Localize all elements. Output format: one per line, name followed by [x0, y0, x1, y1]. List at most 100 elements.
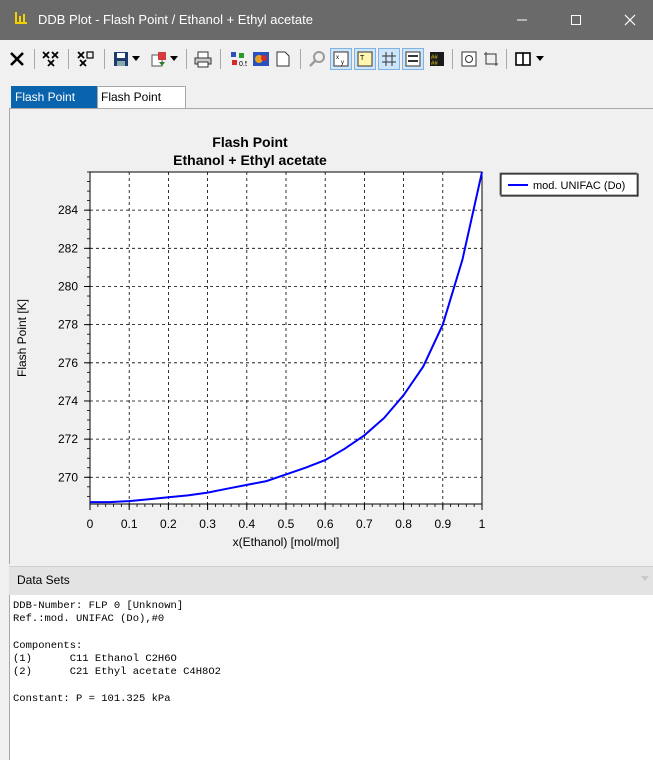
title-bar: DDB Plot - Flash Point / Ethanol + Ethyl…	[0, 0, 653, 40]
x-tick-label: 0.3	[199, 517, 216, 531]
save-button[interactable]	[110, 48, 132, 70]
window-title: DDB Plot - Flash Point / Ethanol + Ethyl…	[38, 12, 313, 27]
export-icon	[151, 52, 166, 67]
delete-button[interactable]	[6, 48, 28, 70]
frame-icon	[484, 52, 498, 66]
toolbar-separator	[452, 49, 453, 69]
xy-axes-icon: xy	[333, 51, 349, 67]
chevron-down-icon	[170, 56, 178, 61]
x-tick-label: 0.5	[278, 517, 295, 531]
export-dropdown[interactable]	[168, 48, 180, 70]
maximize-icon	[571, 15, 581, 25]
grid-lines	[90, 172, 482, 504]
save-dropdown[interactable]	[130, 48, 142, 70]
save-icon	[114, 52, 128, 66]
toolbar-separator	[68, 49, 69, 69]
y-tick-label: 280	[58, 279, 78, 293]
toolbar-separator	[104, 49, 105, 69]
minimize-icon	[517, 19, 527, 21]
minimize-button[interactable]	[499, 0, 545, 40]
legend-icon	[405, 51, 421, 67]
magnifier-icon	[309, 51, 325, 67]
x-axis-label: x(Ethanol) [mol/mol]	[233, 535, 340, 549]
data-sets-line: (2) C21 Ethyl acetate C4H8O2	[13, 666, 221, 679]
x-tick-label: 0.7	[356, 517, 373, 531]
data-sets-line: (1) C11 Ethanol C2H6O	[13, 653, 177, 666]
x-axis-ticks: 0 0.1 0.2 0.3 0.4 0.5 0.6 0.7 0.8 0.9 1	[87, 504, 486, 531]
app-plot-icon	[15, 12, 27, 24]
layout-columns-icon	[515, 52, 531, 66]
y-tick-label: 272	[58, 432, 78, 446]
page-button[interactable]	[272, 48, 294, 70]
x-tick-label: 0.9	[434, 517, 451, 531]
maximize-button[interactable]	[553, 0, 599, 40]
y-tick-label: 282	[58, 241, 78, 255]
x-tick-label: 0	[87, 517, 94, 531]
legend-toggle-button[interactable]	[402, 48, 424, 70]
print-button[interactable]	[192, 48, 214, 70]
toolbar-separator	[34, 49, 35, 69]
title-text-button[interactable]: T	[354, 48, 376, 70]
delete-all-icon	[42, 51, 59, 67]
chart-title: Flash Point	[212, 134, 288, 150]
export-button[interactable]	[148, 48, 170, 70]
svg-text:##: ##	[431, 61, 438, 67]
tab-flash-point-1[interactable]: Flash Point	[11, 86, 97, 108]
data-sets-label: Data Sets	[17, 573, 70, 587]
data-points-button[interactable]: 0.5	[227, 48, 249, 70]
colors-button[interactable]	[250, 48, 272, 70]
layout-dropdown[interactable]	[534, 48, 546, 70]
zoom-window-icon	[461, 51, 477, 67]
x-tick-label: 0.1	[121, 517, 138, 531]
close-icon	[624, 14, 636, 26]
x-tick-label: 0.8	[395, 517, 412, 531]
grid-toggle-button[interactable]	[378, 48, 400, 70]
delete-other-button[interactable]	[75, 48, 97, 70]
x-tick-label: 0.6	[317, 517, 334, 531]
chart-svg: Flash Point Ethanol + Ethyl acetate 0 0.1…	[15, 134, 639, 549]
svg-text:T: T	[360, 55, 365, 62]
zoom-window-button[interactable]	[458, 48, 480, 70]
data-sets-line: Components:	[13, 639, 83, 652]
collapse-arrow-icon	[641, 576, 649, 581]
y-tick-label: 270	[58, 470, 78, 484]
data-sets-line: Constant: P = 101.325 kPa	[13, 693, 171, 706]
tab-flash-point-2[interactable]: Flash Point	[97, 86, 186, 108]
y-axis-ticks: 270 272 274 276 278 280 282 284	[58, 171, 90, 497]
x-tick-label: 0.4	[238, 517, 255, 531]
svg-text:y: y	[341, 60, 344, 66]
table-data-icon: ####	[430, 52, 444, 67]
toolbar-separator	[186, 49, 187, 69]
y-tick-label: 276	[58, 356, 78, 370]
series-line	[90, 171, 483, 504]
text-box-icon: T	[357, 51, 373, 67]
layout-button[interactable]	[512, 48, 534, 70]
fit-frame-button[interactable]	[480, 48, 502, 70]
y-tick-label: 274	[58, 394, 78, 408]
delete-x-icon	[10, 52, 24, 66]
y-tick-label: 284	[58, 203, 78, 217]
delete-all-button[interactable]	[40, 48, 62, 70]
data-sets-line: DDB-Number: FLP 0 [Unknown]	[13, 600, 184, 612]
chevron-down-icon	[536, 56, 544, 61]
y-axis-label: Flash Point [K]	[15, 299, 29, 377]
close-window-button[interactable]	[607, 0, 653, 40]
data-sets-header[interactable]: Data Sets	[9, 566, 653, 596]
legend: mod. UNIFAC (Do)	[499, 172, 639, 197]
chart-subtitle: Ethanol + Ethyl acetate	[173, 152, 327, 168]
chevron-down-icon	[132, 56, 140, 61]
data-sets-text: DDB-Number: FLP 0 [Unknown] Ref.:mod. UN…	[13, 600, 221, 706]
data-sets-line: Ref.:mod. UNIFAC (Do),#0	[13, 613, 165, 626]
page-icon	[276, 51, 290, 67]
data-sets-panel[interactable]: DDB-Number: FLP 0 [Unknown] Ref.:mod. UN…	[9, 595, 653, 760]
svg-text:##: ##	[431, 55, 438, 61]
legend-box	[500, 173, 639, 197]
toolbar-separator	[506, 49, 507, 69]
print-icon	[194, 51, 212, 68]
table-button[interactable]: ## ##	[426, 48, 448, 70]
zoom-tool-button[interactable]	[306, 48, 328, 70]
palette-icon	[253, 52, 269, 66]
toolbar-separator	[300, 49, 301, 69]
